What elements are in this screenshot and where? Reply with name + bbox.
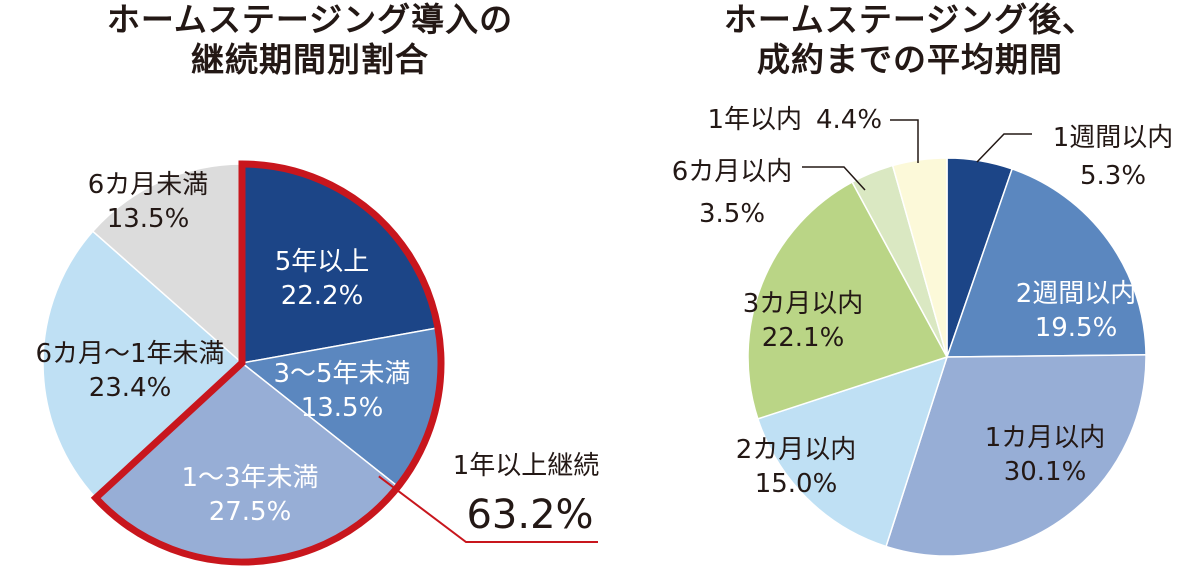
left-slice-3-label: 6カ月〜1年未満 (35, 339, 224, 369)
right-slice-6-label: 1年以内 (707, 105, 802, 135)
left-highlight-outline (90, 160, 445, 566)
right-pie-slice-2 (885, 354, 1147, 557)
right-slice-1-label: 2週間以内 (1016, 279, 1137, 309)
left-pie-slice-3 (42, 230, 244, 500)
right-title-line-2: 成約までの平均期間 (757, 40, 1063, 79)
left-slice-4-label: 6カ月未満 (88, 170, 209, 200)
right-title-line-1: ホームステージング後、 (723, 0, 1097, 39)
right-slice-5-value: 3.5% (699, 199, 765, 229)
right-slice-0-label: 1週間以内 (1053, 123, 1174, 153)
left-slice-2-label: 1〜3年未満 (181, 463, 318, 493)
highlight-label: 1年以上継続 (453, 451, 600, 481)
right-slice-1-value: 19.5% (1035, 313, 1118, 343)
right-slice-0-leader (976, 133, 1032, 163)
highlight-leader-line (378, 475, 598, 543)
right-pie-slice-6 (891, 157, 948, 358)
left-pie-slice-4 (91, 163, 243, 365)
left-slice-3-value: 23.4% (89, 373, 172, 403)
right-slice-4-value: 22.1% (762, 323, 845, 353)
right-slice-4-label: 3カ月以内 (743, 289, 864, 319)
right-slice-0-value: 5.3% (1080, 161, 1146, 191)
right-pie-slice-3 (756, 355, 949, 548)
left-slice-2-value: 27.5% (209, 497, 292, 527)
right-slice-3-label: 2カ月以内 (736, 435, 857, 465)
right-slice-2-label: 1カ月以内 (985, 423, 1106, 453)
left-pie-chart: 5年以上 22.2% 3〜5年未満 13.5% 1〜3年未満 27.5% 6カ月〜1年未満 2… (35, 160, 600, 566)
left-slice-0-label: 5年以上 (275, 247, 370, 277)
right-pie-slice-4 (747, 181, 949, 420)
left-chart-title: ホームステージング導入の 継続期間別割合 (0, 0, 620, 80)
left-slice-0-value: 22.2% (281, 281, 364, 311)
right-pie-chart: 2週間以内 19.5% 1カ月以内 30.1% 2カ月以内 15.0% 3カ月以内 22.1%… (672, 105, 1174, 557)
right-slice-6-value: 4.4% (816, 105, 882, 135)
right-slice-2-value: 30.1% (1004, 457, 1087, 487)
right-slice-5-label: 6カ月以内 (672, 157, 793, 187)
left-chart-panel: ホームステージング導入の 継続期間別割合 5年以上 22.2% 3〜5年未満 13.5… (0, 0, 620, 566)
left-slice-1-value: 13.5% (301, 393, 384, 423)
right-chart-title: ホームステージング後、 成約までの平均期間 (620, 0, 1200, 80)
right-slice-3-value: 15.0% (755, 469, 838, 499)
highlight-value: 63.2% (466, 492, 593, 538)
left-slice-1-label: 3〜5年未満 (273, 359, 410, 389)
left-title-line-1: ホームステージング導入の (106, 0, 514, 39)
left-slice-4-value: 13.5% (107, 204, 190, 234)
right-chart-panel: ホームステージング後、 成約までの平均期間 2週間以内 19.5% 1カ月以内 30.… (620, 0, 1200, 574)
left-title-line-2: 継続期間別割合 (191, 40, 429, 79)
right-slice-5-leader (802, 166, 866, 191)
right-pie-slice-1 (945, 167, 1147, 358)
right-slice-6-leader (890, 119, 919, 163)
